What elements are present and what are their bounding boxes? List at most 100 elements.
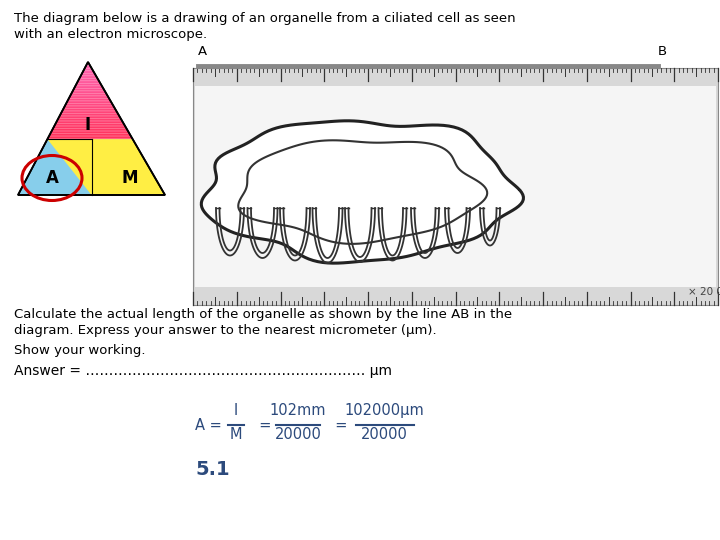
Text: 102mm: 102mm xyxy=(270,403,326,418)
Polygon shape xyxy=(58,117,121,118)
Polygon shape xyxy=(22,187,161,188)
Text: × 20 000: × 20 000 xyxy=(688,287,720,297)
Text: Calculate the actual length of the organelle as shown by the line AB in the: Calculate the actual length of the organ… xyxy=(14,308,512,321)
Polygon shape xyxy=(54,125,125,127)
Polygon shape xyxy=(26,178,156,180)
Polygon shape xyxy=(50,133,130,135)
Text: A: A xyxy=(45,169,58,187)
Polygon shape xyxy=(42,147,138,149)
Polygon shape xyxy=(42,148,139,150)
Text: M: M xyxy=(122,169,138,187)
Polygon shape xyxy=(66,104,113,105)
Polygon shape xyxy=(34,164,148,165)
Polygon shape xyxy=(78,79,99,80)
Polygon shape xyxy=(22,185,160,187)
Polygon shape xyxy=(73,89,104,90)
Polygon shape xyxy=(23,184,159,185)
Text: I: I xyxy=(234,403,238,418)
Polygon shape xyxy=(62,110,117,112)
Polygon shape xyxy=(76,84,102,85)
Polygon shape xyxy=(27,175,154,177)
Polygon shape xyxy=(72,90,105,92)
Polygon shape xyxy=(48,139,165,195)
Polygon shape xyxy=(43,145,137,147)
Polygon shape xyxy=(32,167,150,168)
Polygon shape xyxy=(63,109,116,110)
Polygon shape xyxy=(35,160,145,162)
Polygon shape xyxy=(49,135,131,137)
Polygon shape xyxy=(46,140,134,142)
Polygon shape xyxy=(27,177,156,178)
Polygon shape xyxy=(37,158,145,160)
Text: 20000: 20000 xyxy=(274,427,321,442)
Polygon shape xyxy=(78,80,99,82)
Polygon shape xyxy=(52,129,127,130)
Polygon shape xyxy=(38,155,143,157)
Polygon shape xyxy=(55,124,125,125)
Text: =: = xyxy=(326,417,356,433)
Polygon shape xyxy=(18,193,165,195)
Bar xyxy=(193,68,718,305)
Polygon shape xyxy=(60,113,119,115)
Polygon shape xyxy=(68,99,110,100)
Text: =: = xyxy=(250,417,281,433)
Polygon shape xyxy=(75,85,102,87)
Polygon shape xyxy=(37,157,144,158)
Polygon shape xyxy=(33,165,148,167)
Polygon shape xyxy=(19,190,163,192)
Text: with an electron microscope.: with an electron microscope. xyxy=(14,28,207,41)
Polygon shape xyxy=(21,188,162,190)
Polygon shape xyxy=(64,105,114,107)
Text: The diagram below is a drawing of an organelle from a ciliated cell as seen: The diagram below is a drawing of an org… xyxy=(14,12,516,25)
Polygon shape xyxy=(30,170,151,172)
Polygon shape xyxy=(76,82,101,84)
Polygon shape xyxy=(71,92,107,93)
Polygon shape xyxy=(74,87,104,89)
Text: A =: A = xyxy=(195,417,226,433)
Text: Show your working.: Show your working. xyxy=(14,344,145,357)
Text: 5.1: 5.1 xyxy=(195,460,230,479)
Polygon shape xyxy=(19,192,164,193)
Polygon shape xyxy=(202,121,523,263)
Polygon shape xyxy=(25,180,157,181)
Polygon shape xyxy=(70,95,108,97)
Polygon shape xyxy=(58,118,122,120)
Polygon shape xyxy=(51,130,128,132)
Polygon shape xyxy=(86,64,90,65)
Polygon shape xyxy=(83,70,94,72)
Polygon shape xyxy=(84,69,93,70)
Text: I: I xyxy=(85,116,91,134)
Polygon shape xyxy=(45,142,135,144)
Polygon shape xyxy=(82,72,95,73)
Polygon shape xyxy=(59,115,120,117)
Text: Answer = …………………………………………………… μm: Answer = …………………………………………………… μm xyxy=(14,364,392,378)
Polygon shape xyxy=(18,139,132,195)
Polygon shape xyxy=(81,73,96,75)
Polygon shape xyxy=(55,122,124,124)
Polygon shape xyxy=(44,144,136,145)
Text: A: A xyxy=(198,45,207,58)
Bar xyxy=(195,86,716,287)
Text: M: M xyxy=(230,427,242,442)
Polygon shape xyxy=(79,77,98,79)
Polygon shape xyxy=(86,65,91,67)
Polygon shape xyxy=(39,153,142,155)
Polygon shape xyxy=(63,107,115,109)
Polygon shape xyxy=(84,67,92,69)
Polygon shape xyxy=(68,97,109,99)
Polygon shape xyxy=(67,100,111,102)
Polygon shape xyxy=(66,102,112,104)
Polygon shape xyxy=(48,137,132,138)
Polygon shape xyxy=(30,172,153,173)
Polygon shape xyxy=(53,127,127,129)
Text: 102000μm: 102000μm xyxy=(344,403,424,418)
Polygon shape xyxy=(47,138,133,140)
Polygon shape xyxy=(24,181,158,184)
Polygon shape xyxy=(40,152,141,153)
Text: diagram. Express your answer to the nearest micrometer (μm).: diagram. Express your answer to the near… xyxy=(14,324,436,337)
Polygon shape xyxy=(41,150,140,152)
Polygon shape xyxy=(71,93,107,95)
Text: B: B xyxy=(658,45,667,58)
Text: 20000: 20000 xyxy=(361,427,408,442)
Polygon shape xyxy=(80,75,96,77)
